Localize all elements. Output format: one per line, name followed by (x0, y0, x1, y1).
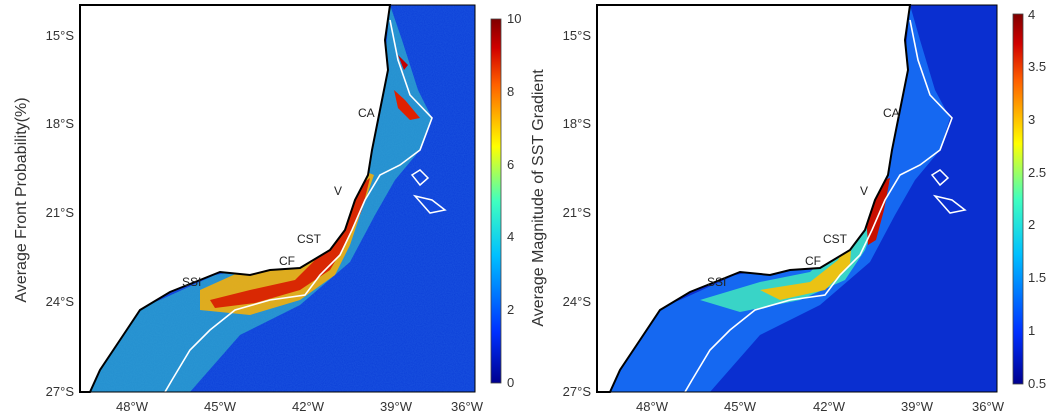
y-tick: 15°S (563, 28, 592, 43)
y-tick: 24°S (563, 294, 592, 309)
x-tick: 36°W (451, 399, 484, 414)
colorbar-tick: 3 (1028, 112, 1035, 127)
colorbar-tick: 4 (1028, 7, 1035, 22)
isobath-line (164, 19, 433, 393)
site-label-v: V (334, 184, 342, 198)
front-zone (700, 175, 890, 312)
x-tick: 39°W (901, 399, 934, 414)
site-label-ssi: SSI (707, 275, 726, 289)
colorbar-tick: 4 (507, 229, 514, 244)
x-tick: 39°W (380, 399, 413, 414)
x-tick: 48°W (636, 399, 669, 414)
x-tick: 42°W (813, 399, 846, 414)
colorbar (1012, 13, 1024, 385)
land-mass (79, 4, 392, 393)
site-label-ssi: SSI (182, 275, 201, 289)
y-tick: 24°S (46, 294, 75, 309)
site-label-ca: CA (883, 106, 900, 120)
y-axis-label: Average Front Probability(%) (13, 97, 30, 302)
island (930, 169, 950, 187)
y-tick: 21°S (46, 205, 75, 220)
map-frame (79, 4, 476, 393)
colorbar-tick: 1.5 (1028, 270, 1046, 285)
colorbar-tick: 2.5 (1028, 165, 1046, 180)
y-tick: 27°S (46, 384, 75, 399)
colorbar-tick: 3.5 (1028, 59, 1046, 74)
x-tick: 45°W (204, 399, 237, 414)
y-axis-label: Average Magnitude of SST Gradient (530, 69, 547, 327)
site-label-ca: CA (358, 106, 375, 120)
site-label-cst: CST (297, 232, 322, 246)
x-tick: 42°W (292, 399, 325, 414)
colorbar (490, 18, 502, 384)
colorbar-tick: 6 (507, 157, 514, 172)
island (412, 194, 447, 214)
isobath-line (684, 19, 953, 393)
x-tick: 45°W (724, 399, 757, 414)
island (932, 194, 967, 214)
north-front (398, 55, 408, 70)
island (410, 169, 430, 187)
colorbar-tick: 2 (1028, 217, 1035, 232)
colorbar-tick: 0 (507, 375, 514, 390)
colorbar-tick: 0.5 (1028, 376, 1046, 391)
colorbar-tick: 2 (507, 302, 514, 317)
map-frame (596, 4, 998, 393)
site-label-v: V (860, 184, 868, 198)
site-label-cf: CF (279, 254, 295, 268)
y-tick: 27°S (563, 384, 592, 399)
y-tick: 21°S (563, 205, 592, 220)
front-zone (200, 170, 374, 315)
y-tick: 18°S (46, 116, 75, 131)
colorbar-tick: 8 (507, 84, 514, 99)
colorbar-tick: 1 (1028, 323, 1035, 338)
intense-front (210, 178, 370, 308)
y-tick: 15°S (46, 28, 75, 43)
ca-front (394, 90, 420, 120)
land-mass (596, 4, 912, 393)
site-label-cst: CST (823, 232, 848, 246)
panel-front-probability: CA V CST CF SSI 15°S 18°S 21°S 24°S 27°S… (13, 4, 521, 414)
x-tick: 36°W (972, 399, 1005, 414)
x-tick: 48°W (116, 399, 149, 414)
y-tick: 18°S (563, 116, 592, 131)
panel-sst-gradient: CA V CST CF SSI 15°S 18°S 21°S 24°S 27°S… (530, 4, 1046, 414)
site-label-cf: CF (805, 254, 821, 268)
colorbar-tick: 10 (507, 11, 521, 26)
warm-front (760, 235, 852, 300)
